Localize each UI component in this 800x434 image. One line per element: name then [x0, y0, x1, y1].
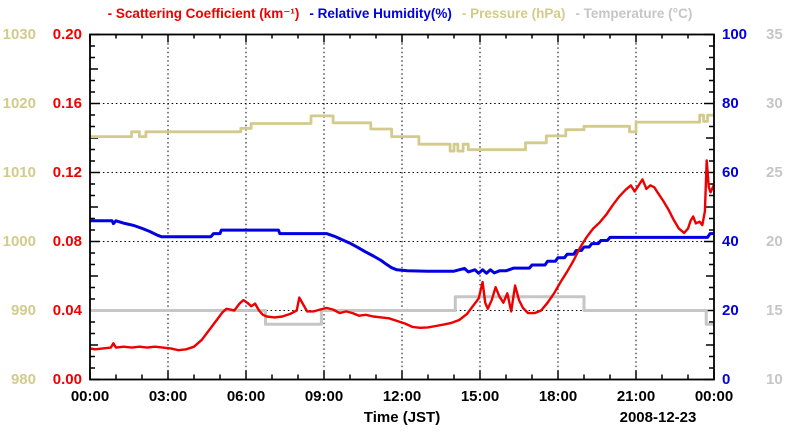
- temperature-tick-label: 30: [766, 94, 783, 112]
- humidity-tick-label: 20: [722, 301, 739, 319]
- legend-item-scattering: - Scattering Coefficient (km⁻¹): [107, 6, 300, 21]
- time-tick-label: 00:00: [70, 388, 110, 405]
- scattering-tick-label: 0.16: [52, 94, 82, 112]
- series-humidity: [90, 219, 714, 275]
- scattering-tick-label: 0.04: [52, 301, 82, 319]
- series-temperature: [90, 295, 714, 326]
- legend-item-pressure: - Pressure (hPa): [461, 6, 566, 21]
- date-label: 2008-12-23: [619, 409, 697, 426]
- pressure-tick-label: 1030: [2, 25, 36, 43]
- pressure-tick-label: 1020: [2, 94, 36, 112]
- time-tick-label: 03:00: [148, 388, 188, 405]
- time-tick-label: 15:00: [460, 388, 500, 405]
- pressure-tick-label: 1000: [2, 232, 36, 250]
- temperature-tick-label: 35: [766, 25, 783, 43]
- series-scattering: [89, 159, 716, 352]
- scattering-tick-label: 0.08: [52, 232, 82, 250]
- legend: - Scattering Coefficient (km⁻¹) - Relativ…: [0, 6, 800, 22]
- plot-border: [89, 33, 715, 381]
- temperature-tick-label: 15: [766, 301, 783, 319]
- humidity-tick-label: 0: [722, 370, 731, 388]
- temperature-tick-label: 10: [766, 370, 783, 388]
- time-tick-label: 06:00: [226, 388, 266, 405]
- scattering-tick-label: 0.12: [52, 163, 82, 181]
- time-tick-label: 09:00: [304, 388, 344, 405]
- x-axis-title: Time (JST): [363, 409, 441, 426]
- pressure-tick-label: 980: [10, 370, 36, 388]
- time-tick-label: 12:00: [382, 388, 422, 405]
- temperature-tick-label: 25: [766, 163, 783, 181]
- legend-item-humidity: - Relative Humidity(%): [309, 6, 452, 21]
- series-pressure: [90, 113, 714, 153]
- pressure-tick-label: 990: [10, 301, 36, 319]
- legend-item-temperature: - Temperature (°C): [575, 6, 693, 21]
- time-tick-label: 00:00: [694, 388, 734, 405]
- temperature-tick-label: 20: [766, 232, 783, 250]
- scattering-tick-label: 0.20: [52, 25, 82, 43]
- humidity-tick-label: 100: [722, 25, 748, 43]
- humidity-tick-label: 40: [722, 232, 739, 250]
- humidity-tick-label: 60: [722, 163, 739, 181]
- humidity-tick-label: 80: [722, 94, 739, 112]
- time-tick-label: 21:00: [616, 388, 656, 405]
- time-tick-label: 18:00: [538, 388, 578, 405]
- pressure-tick-label: 1010: [2, 163, 36, 181]
- scattering-tick-label: 0.00: [52, 370, 82, 388]
